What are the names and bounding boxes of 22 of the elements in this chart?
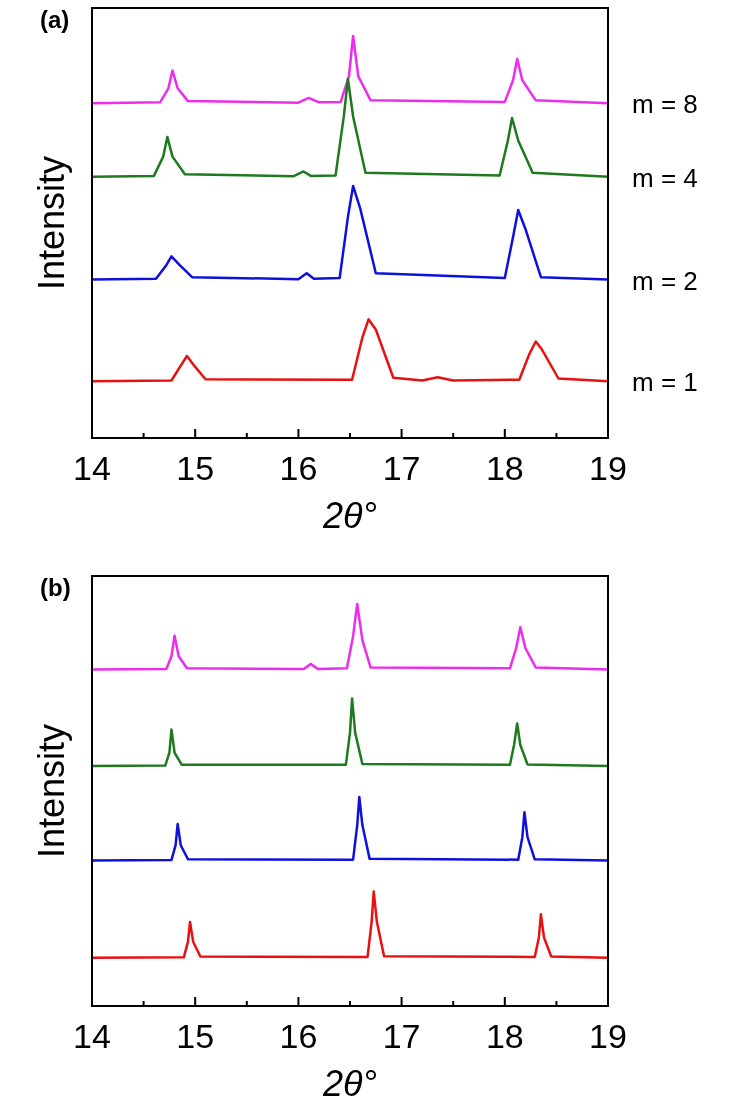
- series-label: m = 8: [632, 89, 698, 120]
- y-axis-title: Intensity: [31, 155, 72, 291]
- chart-title: (b): [40, 574, 71, 601]
- x-tick-label: 18: [485, 449, 524, 487]
- x-tick-label: 19: [589, 1017, 627, 1055]
- y-axis-title: Intensity: [31, 723, 72, 859]
- x-axis-title: 2θ°: [322, 495, 377, 536]
- x-tick-label: 16: [279, 1017, 318, 1055]
- x-tick-label: 14: [73, 449, 111, 487]
- x-tick-label: 17: [382, 1017, 421, 1055]
- series-label: m = 4: [632, 162, 698, 193]
- x-tick-label: 19: [589, 449, 627, 487]
- x-tick-label: 14: [73, 1017, 111, 1055]
- x-tick-label: 15: [176, 449, 215, 487]
- x-axis-title: 2θ°: [322, 1063, 377, 1099]
- x-tick-label: 18: [485, 1017, 524, 1055]
- chart-title: (a): [40, 6, 70, 33]
- x-tick-label: 15: [176, 1017, 215, 1055]
- series-label: m = 2: [632, 265, 698, 296]
- x-tick-label: 16: [279, 449, 318, 487]
- x-tick-label: 17: [382, 449, 421, 487]
- series-label: m = 1: [632, 367, 698, 398]
